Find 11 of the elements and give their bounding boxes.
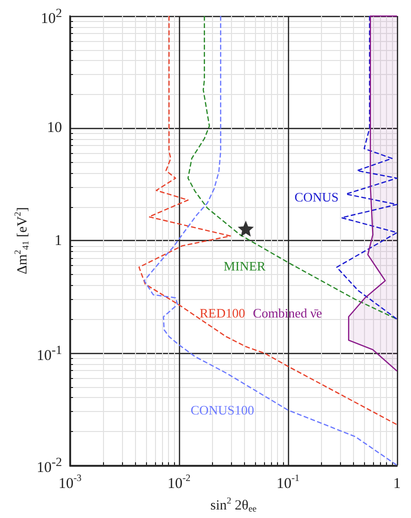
y-tick-label: 10 [47,119,62,138]
y-tick-label: 1 [54,232,62,250]
y-axis-title: Δm241 [eV2] [12,207,30,274]
series-label: CONUS [294,190,339,205]
series-label: MINER [224,258,266,274]
y-tick-label: 10$^{-1}$ [36,342,62,365]
y-tick-label: 10$^{2}$ [40,5,62,28]
x-tick-label: 1 [393,476,401,492]
y-tick-label: 10$^{-2}$ [36,454,62,478]
series-label: CONUS100 [190,402,254,418]
series-label: RED100 [200,305,246,320]
